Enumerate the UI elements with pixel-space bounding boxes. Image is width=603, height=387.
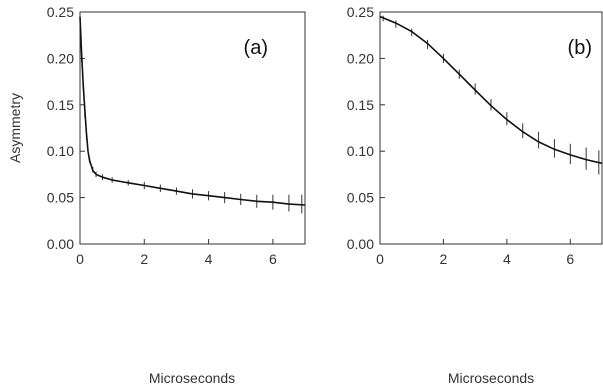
panel-a-y-tick-label: 0.05 <box>47 190 74 206</box>
panel-a-y-tick-label: 0.15 <box>47 97 74 113</box>
panel-a-x-tick-label: 4 <box>205 251 213 267</box>
panel-a-y-tick-label: 0.20 <box>47 50 74 66</box>
panel-b-x-tick-label: 4 <box>503 251 511 267</box>
panel-b-frame <box>379 11 603 245</box>
panel-b-fit <box>379 15 603 165</box>
panel-a-y-tick-label: 0.25 <box>47 4 74 20</box>
panel-a: (a) Microseconds Asymmetry 0 2 4 60.000.050… <box>7 4 306 386</box>
panel-b-y-tick-label: 0.15 <box>347 97 374 113</box>
panel-b-label: (b) <box>568 37 592 59</box>
panel-a-error-bars <box>79 16 303 214</box>
panel-b-y-tick-label: 0.25 <box>347 4 374 20</box>
panel-a-label: (a) <box>244 37 268 59</box>
panel-a-x-tick-label: 6 <box>269 251 277 267</box>
panel-b-x-axis-label: Microseconds <box>448 370 534 386</box>
panel-b-x-tick-label: 6 <box>566 251 574 267</box>
panel-a-ticks: 0 2 4 6 0.00 0.05 0.10 0.15 0.20 0.25 <box>47 4 277 267</box>
panel-a-x-tick-label: 0 <box>76 251 84 267</box>
panel-b: (b) Microseconds 0 2 4 6 0.00 0.05 0.10 0.15 0.2… <box>347 4 603 386</box>
panel-a-y-tick-label: 0.10 <box>47 143 74 159</box>
panel-b-y-tick-label: 0.10 <box>347 143 374 159</box>
panel-b-ticks: 0 2 4 6 0.00 0.05 0.10 0.15 0.20 0.25 <box>347 4 575 267</box>
panel-b-x-tick-label: 0 <box>376 251 384 267</box>
panel-b-error-bars <box>382 15 600 175</box>
panel-a-fit-line <box>79 16 306 206</box>
panel-b-x-tick-label: 2 <box>440 251 448 267</box>
panel-a-fit <box>79 16 306 206</box>
panel-a-y-axis-label: Asymmetry <box>7 93 23 163</box>
panel-a-y-tick-label: 0.00 <box>47 236 74 252</box>
panel-b-y-tick-label: 0.00 <box>347 236 374 252</box>
panel-b-y-tick-label: 0.20 <box>347 50 374 66</box>
panel-a-x-tick-label: 2 <box>140 251 148 267</box>
panel-a-x-axis-label: Microseconds <box>149 370 235 386</box>
panel-a-frame <box>79 11 306 245</box>
panel-b-fit-line <box>379 15 603 165</box>
panel-b-y-tick-label: 0.05 <box>347 190 374 206</box>
